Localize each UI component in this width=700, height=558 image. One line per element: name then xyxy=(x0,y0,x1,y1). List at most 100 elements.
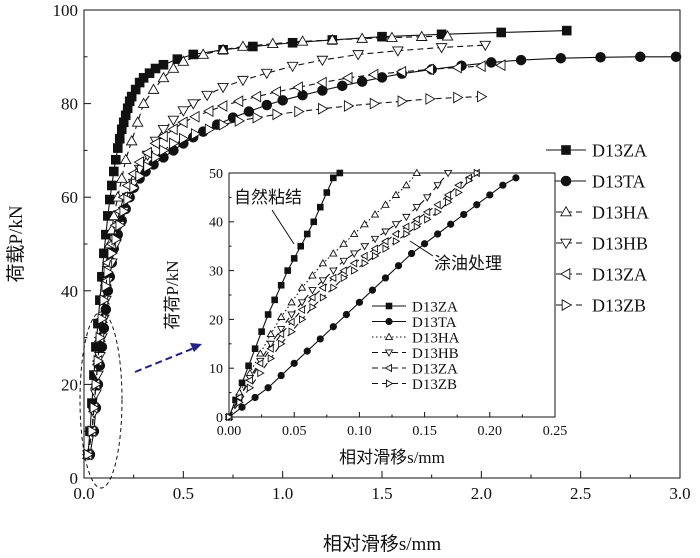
data-point xyxy=(245,362,252,370)
data-point xyxy=(218,118,230,131)
x-tick-label: 0.25 xyxy=(543,424,568,439)
y-tick-label: 30 xyxy=(209,265,223,280)
data-point xyxy=(87,425,99,438)
data-point xyxy=(250,90,262,103)
data-point xyxy=(421,240,429,248)
data-point xyxy=(238,379,246,387)
data-point xyxy=(103,266,114,279)
data-point xyxy=(342,71,353,84)
data-point xyxy=(391,221,401,229)
legend-marker xyxy=(385,302,393,310)
y-tick-label: 20 xyxy=(209,313,223,328)
data-point xyxy=(382,244,390,253)
x-tick-label: 1.0 xyxy=(272,484,293,503)
data-point xyxy=(234,114,246,127)
data-point xyxy=(83,448,95,461)
x-tick-label: 2.0 xyxy=(471,484,492,503)
data-point xyxy=(425,92,436,105)
annotation-leader xyxy=(271,209,295,245)
data-point xyxy=(368,286,377,294)
legend-marker xyxy=(560,238,572,250)
data-point xyxy=(475,60,486,73)
data-point xyxy=(403,229,411,239)
data-point xyxy=(316,55,329,67)
data-point xyxy=(107,247,118,260)
legend-marker xyxy=(386,379,394,388)
data-point xyxy=(445,198,453,207)
data-point xyxy=(323,189,331,196)
data-point xyxy=(486,57,497,68)
data-point xyxy=(473,168,482,178)
data-point xyxy=(370,210,380,218)
data-point xyxy=(434,207,442,217)
legend-label: D13ZA xyxy=(412,361,458,377)
data-point xyxy=(555,52,567,64)
y-tick-label: 0 xyxy=(70,469,79,488)
data-point xyxy=(297,305,306,314)
data-point xyxy=(135,170,146,183)
data-point xyxy=(123,193,134,206)
data-point xyxy=(167,115,180,127)
data-point xyxy=(266,37,279,48)
y-tick-label: 0 xyxy=(216,411,223,426)
legend-marker xyxy=(385,317,393,326)
data-point xyxy=(204,123,216,136)
data-point xyxy=(243,106,255,117)
data-point xyxy=(318,102,329,115)
data-point xyxy=(111,233,122,246)
data-point xyxy=(356,76,368,87)
data-point xyxy=(473,201,481,209)
data-point xyxy=(349,259,358,268)
y-tick-label: 50 xyxy=(209,167,223,182)
data-point xyxy=(454,180,462,190)
data-point xyxy=(179,132,190,145)
data-point xyxy=(89,401,101,414)
data-point xyxy=(284,267,291,274)
data-point xyxy=(336,169,344,177)
x-tick-label: 3.0 xyxy=(669,484,690,503)
data-point xyxy=(443,190,452,200)
x-axis-label: 相对滑移s/mm xyxy=(323,533,441,555)
legend-marker xyxy=(384,332,394,340)
annotation-leader xyxy=(409,240,434,257)
data-point xyxy=(316,335,324,343)
data-point xyxy=(329,323,337,331)
data-point xyxy=(435,43,448,54)
data-point xyxy=(391,46,404,57)
x-axis-label: 相对滑移s/mm xyxy=(339,448,445,467)
data-point xyxy=(360,251,368,261)
data-point xyxy=(271,296,278,304)
y-tick-label: 60 xyxy=(61,188,78,207)
data-point xyxy=(119,153,132,165)
data-point xyxy=(441,30,454,41)
data-point xyxy=(318,258,328,267)
data-point xyxy=(326,33,339,45)
legend-label: D13TA xyxy=(412,315,457,331)
y-tick-label: 80 xyxy=(61,95,78,114)
inset-plot: 0.00 0.05 0.10 0.15 0.20 0.25 0 10 20 30 40 50 相对滑移s… xyxy=(163,167,567,467)
data-point xyxy=(114,133,125,144)
y-tick-label: 40 xyxy=(209,216,223,231)
data-point xyxy=(381,200,390,208)
data-point xyxy=(266,329,275,338)
main-plot: 0.0 0.5 1.0 1.5 2.0 2.5 3.0020406080100相对滑移s/m… xyxy=(5,1,691,555)
data-point xyxy=(277,95,288,106)
data-point xyxy=(402,213,411,222)
x-tick-label: 1.5 xyxy=(371,484,392,503)
data-point xyxy=(401,222,410,231)
zoom-pointer-arrowhead xyxy=(190,343,202,352)
data-point xyxy=(340,273,349,283)
data-point xyxy=(203,105,214,118)
data-point xyxy=(290,359,298,367)
data-point xyxy=(512,174,520,182)
legend-label: D13HB xyxy=(592,233,648,253)
data-point xyxy=(131,116,144,127)
data-point xyxy=(286,61,299,73)
y-axis-label: 荷载P/kN xyxy=(5,205,27,282)
data-point xyxy=(391,229,399,239)
data-point xyxy=(381,228,390,236)
legend-marker xyxy=(560,205,572,217)
series-d13za-0 xyxy=(225,169,344,421)
data-point xyxy=(377,31,387,42)
data-point xyxy=(169,137,180,150)
